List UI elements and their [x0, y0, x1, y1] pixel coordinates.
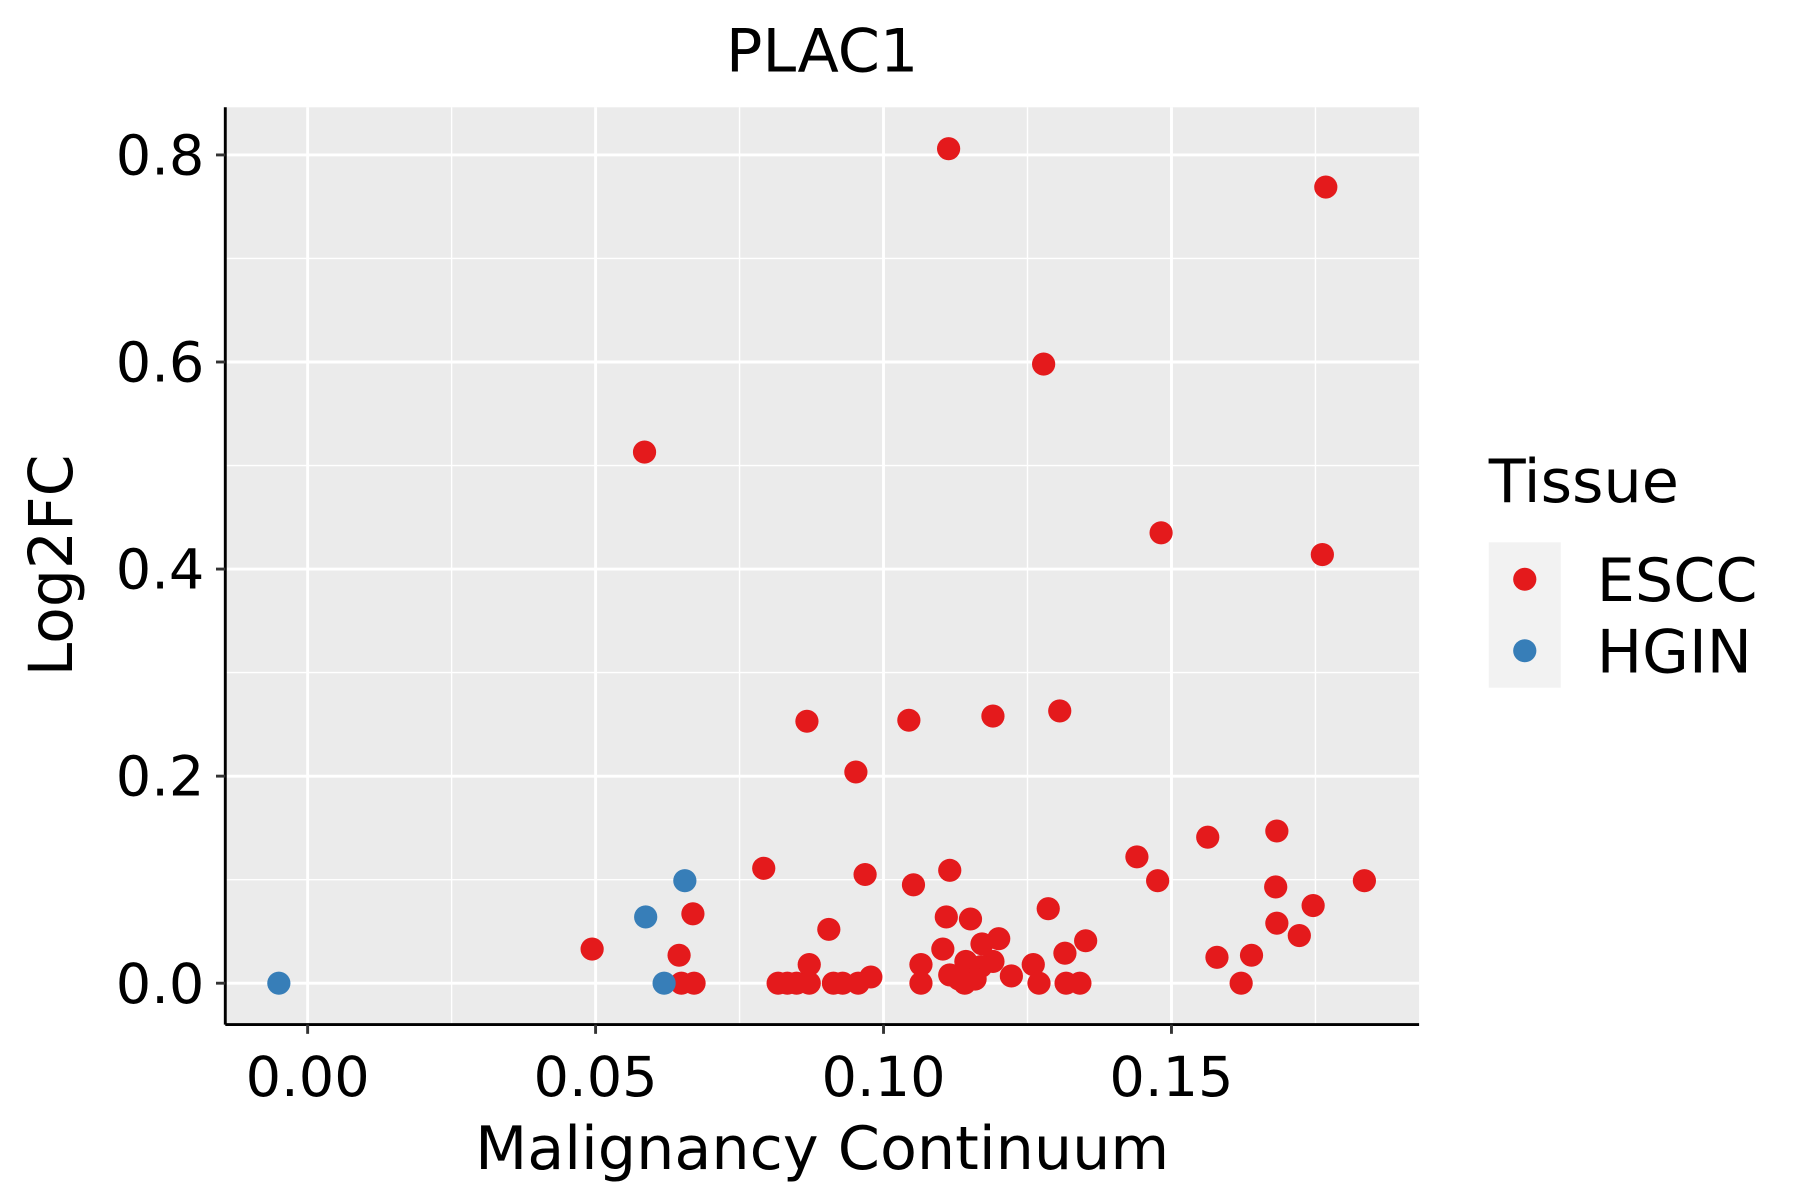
y-tick-label: 0.0	[116, 952, 205, 1017]
data-point-escc	[797, 971, 821, 995]
data-point-escc	[1229, 971, 1253, 995]
data-point-escc	[1265, 819, 1289, 843]
data-point-escc	[1053, 941, 1077, 965]
data-point-escc	[797, 953, 821, 977]
legend-key-hgin	[1513, 639, 1537, 663]
data-point-escc	[981, 704, 1005, 728]
data-point-escc	[1032, 352, 1056, 376]
data-point-hgin	[652, 971, 676, 995]
data-point-escc	[953, 971, 977, 995]
x-tick-label: 0.10	[821, 1045, 945, 1110]
data-point-escc	[970, 932, 994, 956]
y-tick-label: 0.2	[116, 745, 205, 810]
x-tick-label: 0.00	[246, 1045, 370, 1110]
legend-key-escc	[1513, 567, 1537, 591]
data-point-escc	[1125, 845, 1149, 869]
data-point-escc	[1352, 869, 1377, 893]
y-tick-label: 0.6	[116, 331, 205, 396]
data-point-hgin	[267, 971, 291, 995]
data-point-escc	[1205, 945, 1229, 969]
x-tick-label: 0.05	[534, 1045, 658, 1110]
data-point-escc	[817, 917, 841, 941]
x-axis-ticks: 0.00 0.05 0.10 0.15	[246, 1024, 1234, 1110]
data-point-escc	[1074, 929, 1098, 953]
x-tick-label: 0.15	[1109, 1045, 1233, 1110]
y-axis-ticks: 0.0 0.2 0.4 0.6 0.8	[116, 124, 226, 1017]
data-point-escc	[897, 708, 921, 732]
plot-panel	[225, 107, 1420, 1025]
data-point-escc	[853, 862, 877, 887]
legend-label-escc: ESCC	[1597, 546, 1758, 616]
data-point-escc	[846, 971, 870, 995]
data-point-escc	[667, 943, 691, 967]
data-point-escc	[936, 137, 961, 161]
legend-key-background	[1488, 542, 1561, 688]
data-point-escc	[1314, 175, 1338, 199]
data-point-escc	[1310, 543, 1334, 567]
legend-label-hgin: HGIN	[1597, 618, 1752, 688]
data-point-escc	[909, 953, 933, 977]
data-point-escc	[1149, 521, 1173, 545]
data-point-escc	[632, 440, 657, 464]
data-point-escc	[1146, 869, 1170, 893]
data-point-escc	[1301, 894, 1325, 918]
data-point-escc	[909, 971, 933, 995]
data-point-escc	[844, 760, 868, 784]
data-point-escc	[958, 907, 983, 931]
data-point-escc	[1196, 825, 1220, 849]
y-axis-label: Log2FC	[17, 455, 87, 677]
data-point-escc	[681, 902, 705, 926]
y-tick-label: 0.4	[116, 538, 205, 603]
data-point-escc	[1048, 699, 1072, 723]
chart-title: PLAC1	[726, 17, 918, 87]
data-point-escc	[999, 964, 1023, 988]
data-point-escc	[682, 971, 706, 995]
data-point-hgin	[634, 905, 658, 929]
data-point-escc	[752, 856, 776, 880]
data-point-escc	[795, 709, 819, 733]
x-axis-label: Malignancy Continuum	[475, 1114, 1169, 1184]
data-point-escc	[1287, 924, 1311, 948]
data-point-escc	[1027, 971, 1051, 995]
data-points	[267, 137, 1377, 995]
data-point-escc	[1021, 953, 1045, 977]
data-point-escc	[1036, 897, 1060, 921]
y-tick-label: 0.8	[116, 124, 205, 189]
data-point-escc	[938, 858, 962, 882]
data-point-escc	[580, 937, 604, 961]
data-point-escc	[1264, 875, 1288, 899]
legend-title: Tissue	[1488, 447, 1679, 517]
data-point-escc	[931, 937, 955, 961]
data-point-escc	[1068, 971, 1092, 995]
legend: Tissue ESCC HGIN	[1488, 447, 1758, 688]
data-point-hgin	[673, 869, 697, 893]
data-point-escc	[1239, 943, 1264, 967]
data-point-escc	[934, 905, 958, 929]
data-point-escc	[901, 873, 926, 897]
data-point-escc	[1265, 911, 1289, 935]
